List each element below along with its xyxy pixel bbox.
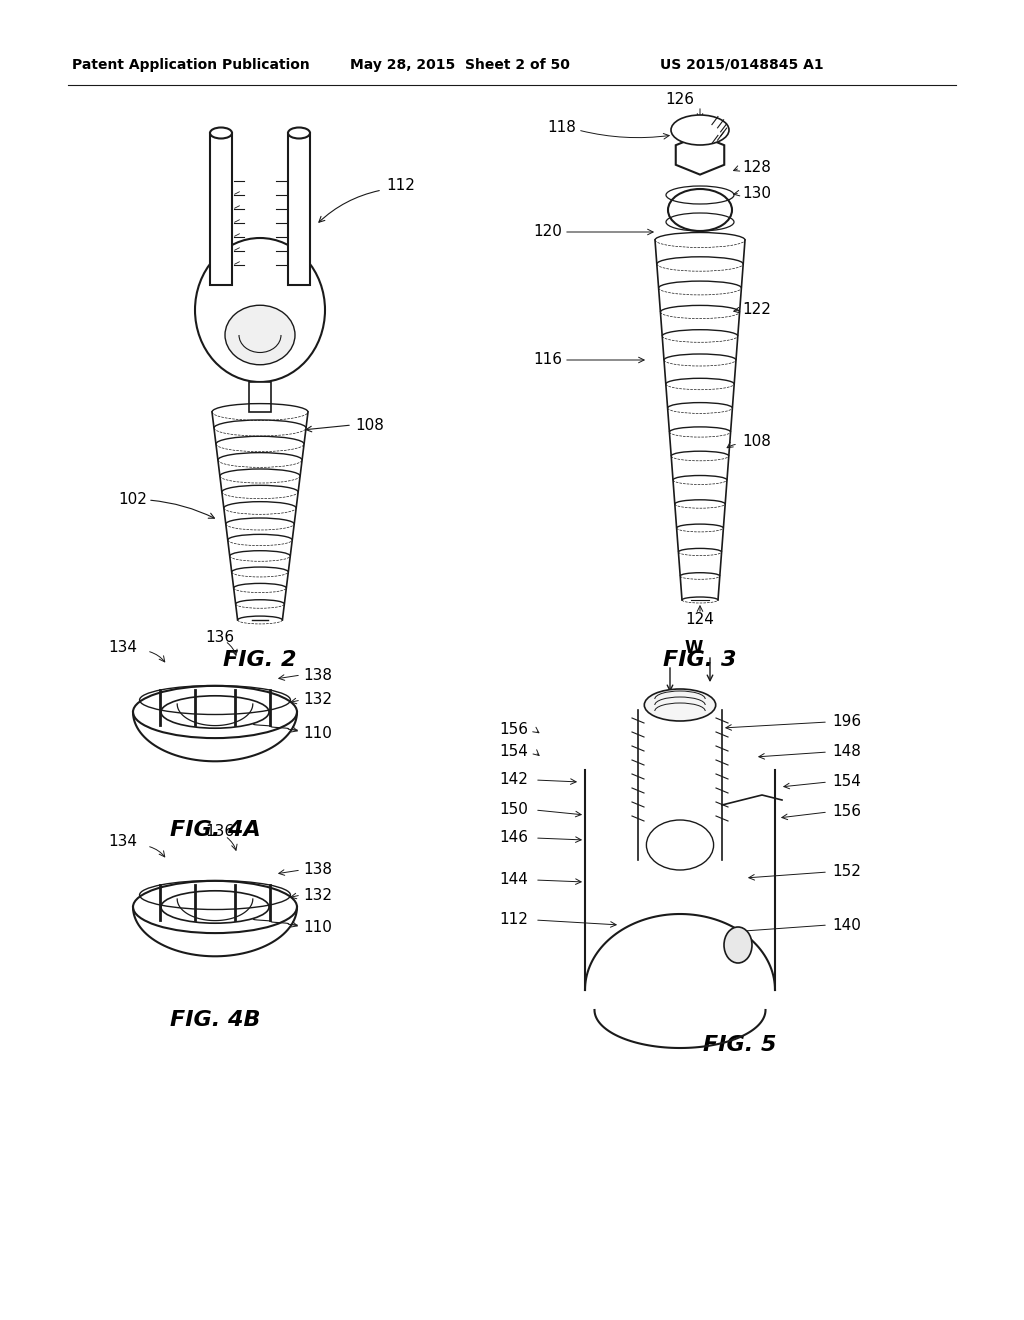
Text: 156: 156 bbox=[499, 722, 528, 738]
Text: 102: 102 bbox=[118, 492, 146, 507]
Text: 138: 138 bbox=[303, 862, 332, 878]
Text: W: W bbox=[685, 639, 703, 657]
Ellipse shape bbox=[724, 927, 752, 964]
Text: 136: 136 bbox=[205, 825, 234, 840]
Ellipse shape bbox=[161, 696, 269, 729]
Text: 134: 134 bbox=[108, 834, 137, 850]
Text: 132: 132 bbox=[303, 693, 332, 708]
FancyBboxPatch shape bbox=[288, 133, 310, 285]
Text: 128: 128 bbox=[742, 161, 771, 176]
Text: 130: 130 bbox=[742, 186, 771, 201]
Text: 140: 140 bbox=[831, 917, 861, 932]
Text: 132: 132 bbox=[303, 887, 332, 903]
Text: 136: 136 bbox=[205, 630, 234, 644]
Ellipse shape bbox=[161, 891, 269, 923]
Text: 152: 152 bbox=[831, 865, 861, 879]
Text: 118: 118 bbox=[547, 120, 575, 135]
Text: 148: 148 bbox=[831, 744, 861, 759]
Text: 108: 108 bbox=[355, 417, 384, 433]
Ellipse shape bbox=[644, 689, 716, 721]
Ellipse shape bbox=[288, 128, 310, 139]
Text: 146: 146 bbox=[499, 830, 528, 846]
Text: 110: 110 bbox=[303, 920, 332, 936]
Ellipse shape bbox=[133, 880, 297, 933]
Text: FIG. 4A: FIG. 4A bbox=[170, 820, 260, 840]
Text: FIG. 3: FIG. 3 bbox=[664, 649, 736, 671]
Text: 154: 154 bbox=[499, 744, 528, 759]
Text: 142: 142 bbox=[499, 772, 528, 788]
Ellipse shape bbox=[671, 115, 729, 145]
Text: 150: 150 bbox=[499, 803, 528, 817]
Ellipse shape bbox=[195, 238, 325, 381]
Text: FIG. 4B: FIG. 4B bbox=[170, 1010, 260, 1030]
Text: 110: 110 bbox=[303, 726, 332, 741]
Text: US 2015/0148845 A1: US 2015/0148845 A1 bbox=[660, 58, 823, 73]
FancyBboxPatch shape bbox=[210, 133, 232, 285]
Text: FIG. 5: FIG. 5 bbox=[703, 1035, 777, 1055]
Text: FIG. 2: FIG. 2 bbox=[223, 649, 297, 671]
Ellipse shape bbox=[225, 305, 295, 364]
Ellipse shape bbox=[210, 128, 232, 139]
Text: 112: 112 bbox=[499, 912, 528, 928]
Ellipse shape bbox=[646, 820, 714, 870]
Text: 134: 134 bbox=[108, 639, 137, 655]
Text: 154: 154 bbox=[831, 775, 861, 789]
Ellipse shape bbox=[133, 686, 297, 738]
Text: 144: 144 bbox=[499, 873, 528, 887]
Text: 116: 116 bbox=[534, 352, 562, 367]
Ellipse shape bbox=[668, 189, 732, 231]
Text: 120: 120 bbox=[534, 224, 562, 239]
Text: 124: 124 bbox=[685, 612, 715, 627]
Text: 138: 138 bbox=[303, 668, 332, 682]
Text: 156: 156 bbox=[831, 804, 861, 820]
Text: 122: 122 bbox=[742, 302, 771, 318]
Text: Patent Application Publication: Patent Application Publication bbox=[72, 58, 309, 73]
FancyBboxPatch shape bbox=[249, 381, 271, 412]
Text: 108: 108 bbox=[742, 434, 771, 450]
Polygon shape bbox=[676, 136, 724, 174]
Text: 112: 112 bbox=[386, 177, 415, 193]
Text: May 28, 2015  Sheet 2 of 50: May 28, 2015 Sheet 2 of 50 bbox=[350, 58, 570, 73]
Text: 196: 196 bbox=[831, 714, 861, 730]
Text: 126: 126 bbox=[666, 92, 694, 107]
